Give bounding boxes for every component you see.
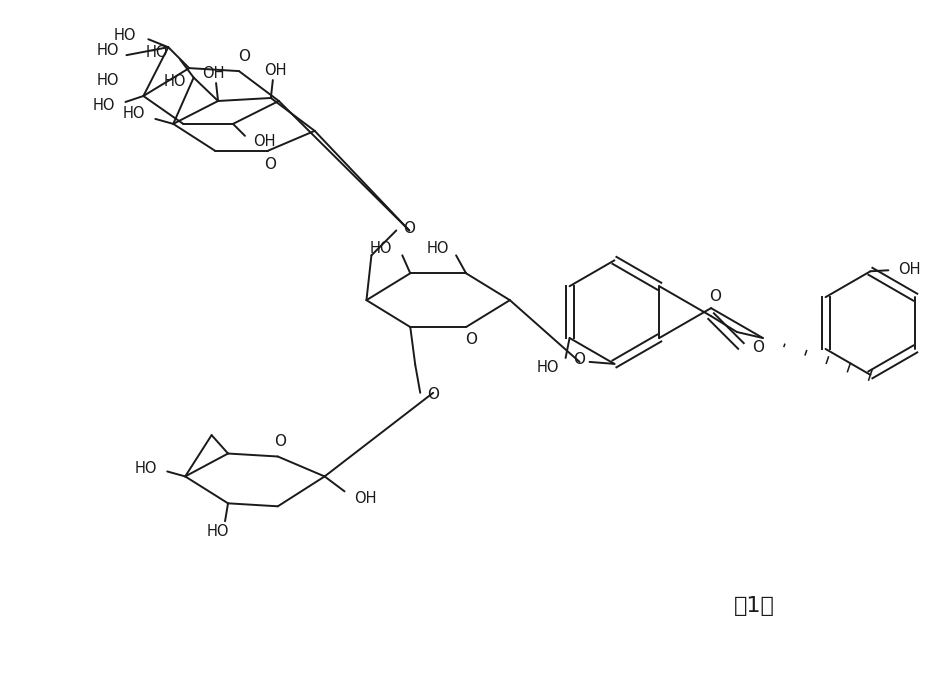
Text: HO: HO (537, 360, 559, 375)
Text: O: O (708, 288, 721, 304)
Text: O: O (426, 387, 439, 402)
Text: OH: OH (898, 262, 920, 277)
Text: OH: OH (202, 66, 224, 81)
Text: O: O (273, 434, 286, 449)
Text: O: O (403, 221, 415, 236)
Text: HO: HO (164, 74, 186, 89)
Text: （1）: （1） (733, 596, 773, 616)
Text: HO: HO (96, 43, 119, 58)
Text: OH: OH (252, 134, 275, 150)
Text: O: O (238, 49, 249, 64)
Text: HO: HO (123, 106, 146, 121)
Text: HO: HO (96, 72, 119, 87)
Text: HO: HO (426, 241, 449, 256)
Text: HO: HO (114, 28, 136, 43)
Text: HO: HO (207, 524, 229, 539)
Text: O: O (573, 353, 585, 368)
Text: O: O (264, 157, 275, 172)
Text: OH: OH (354, 491, 377, 506)
Text: O: O (751, 341, 764, 355)
Text: OH: OH (265, 62, 287, 78)
Text: HO: HO (134, 461, 157, 476)
Text: HO: HO (93, 98, 115, 114)
Text: HO: HO (146, 45, 169, 60)
Text: O: O (465, 332, 477, 347)
Text: HO: HO (368, 241, 391, 256)
